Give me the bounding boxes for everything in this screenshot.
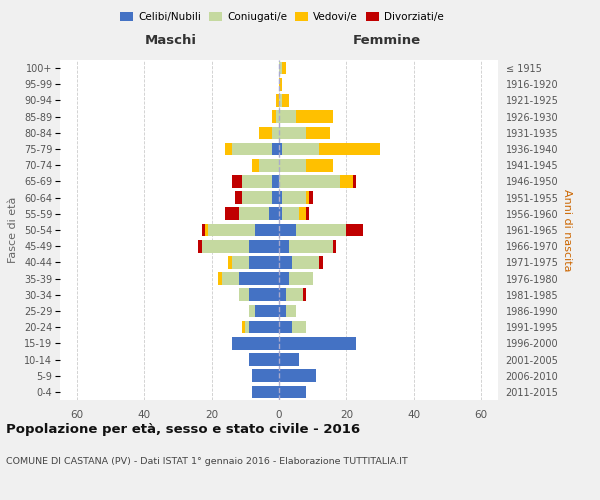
Y-axis label: Fasce di età: Fasce di età (8, 197, 19, 263)
Bar (292, 256, 319, 268)
Bar (248, 304, 256, 318)
Bar (259, 126, 272, 139)
Bar (248, 240, 279, 252)
Bar (242, 192, 272, 204)
Bar (302, 288, 306, 301)
Bar (222, 272, 239, 285)
Bar (275, 94, 279, 107)
Bar (232, 337, 279, 349)
Bar (279, 288, 286, 301)
Bar (248, 353, 279, 366)
Bar (252, 159, 259, 172)
Bar (279, 142, 283, 156)
Bar (272, 126, 279, 139)
Bar (248, 288, 279, 301)
Bar (272, 192, 279, 204)
Bar (310, 192, 313, 204)
Bar (232, 142, 272, 156)
Bar (279, 321, 292, 334)
Bar (279, 256, 292, 268)
Bar (306, 192, 310, 204)
Bar (232, 175, 242, 188)
Bar (279, 353, 299, 366)
Text: Popolazione per età, sesso e stato civile - 2016: Popolazione per età, sesso e stato civil… (6, 422, 360, 436)
Bar (306, 159, 333, 172)
Bar (279, 386, 306, 398)
Bar (269, 208, 279, 220)
Bar (229, 256, 232, 268)
Bar (346, 224, 363, 236)
Bar (279, 304, 286, 318)
Bar (283, 192, 306, 204)
Bar (272, 110, 275, 123)
Bar (279, 370, 316, 382)
Bar (198, 240, 202, 252)
Bar (252, 370, 279, 382)
Text: Femmine: Femmine (353, 34, 421, 47)
Bar (353, 175, 356, 188)
Bar (279, 337, 356, 349)
Bar (239, 208, 269, 220)
Bar (256, 304, 279, 318)
Bar (202, 240, 248, 252)
Bar (225, 208, 239, 220)
Bar (319, 256, 323, 268)
Bar (283, 208, 299, 220)
Bar (296, 224, 346, 236)
Bar (306, 126, 329, 139)
Bar (296, 110, 333, 123)
Bar (333, 240, 336, 252)
Bar (225, 142, 232, 156)
Bar (279, 208, 283, 220)
Bar (208, 224, 256, 236)
Bar (279, 94, 283, 107)
Bar (202, 224, 205, 236)
Bar (218, 272, 222, 285)
Bar (248, 256, 279, 268)
Text: COMUNE DI CASTANA (PV) - Dati ISTAT 1° gennaio 2016 - Elaborazione TUTTITALIA.IT: COMUNE DI CASTANA (PV) - Dati ISTAT 1° g… (6, 458, 408, 466)
Bar (235, 192, 242, 204)
Bar (232, 256, 248, 268)
Y-axis label: Anni di nascita: Anni di nascita (562, 188, 572, 271)
Bar (272, 175, 279, 188)
Bar (279, 126, 306, 139)
Bar (242, 175, 272, 188)
Bar (283, 62, 286, 74)
Legend: Celibi/Nubili, Coniugati/e, Vedovi/e, Divorziati/e: Celibi/Nubili, Coniugati/e, Vedovi/e, Di… (116, 8, 448, 26)
Bar (283, 94, 289, 107)
Bar (299, 208, 306, 220)
Bar (275, 110, 279, 123)
Bar (259, 159, 279, 172)
Bar (242, 321, 245, 334)
Bar (286, 288, 302, 301)
Bar (279, 62, 283, 74)
Bar (245, 321, 248, 334)
Bar (279, 192, 283, 204)
Bar (256, 224, 279, 236)
Bar (279, 224, 296, 236)
Bar (306, 208, 310, 220)
Bar (340, 175, 353, 188)
Bar (272, 142, 279, 156)
Bar (279, 272, 289, 285)
Bar (239, 272, 279, 285)
Bar (205, 224, 208, 236)
Bar (289, 240, 333, 252)
Bar (279, 159, 306, 172)
Bar (283, 142, 319, 156)
Bar (286, 304, 296, 318)
Bar (319, 142, 380, 156)
Bar (289, 272, 313, 285)
Bar (292, 321, 306, 334)
Text: Maschi: Maschi (145, 34, 197, 47)
Bar (252, 386, 279, 398)
Bar (279, 240, 289, 252)
Bar (239, 288, 248, 301)
Bar (279, 175, 340, 188)
Bar (279, 110, 296, 123)
Bar (279, 78, 283, 90)
Bar (248, 321, 279, 334)
